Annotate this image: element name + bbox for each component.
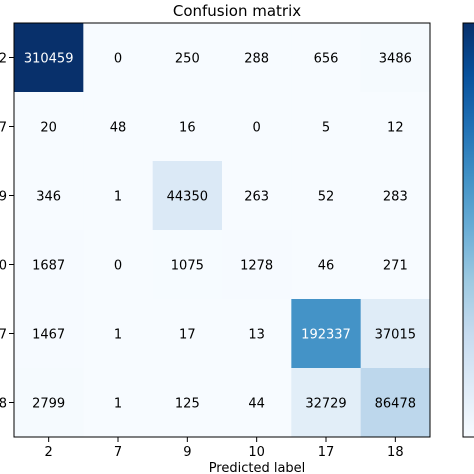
matrix-cell-value: 2799	[32, 397, 65, 412]
y-tick-label: 18	[0, 397, 7, 412]
matrix-cell-value: 32729	[305, 397, 346, 412]
matrix-cell	[222, 230, 292, 300]
matrix-cell-value: 16	[179, 121, 196, 136]
matrix-cell	[291, 230, 362, 300]
plot-frame	[13, 22, 431, 438]
matrix-cell-value: 5	[322, 121, 330, 136]
matrix-cell	[222, 92, 292, 162]
matrix-cell-value: 1687	[32, 259, 65, 274]
matrix-cell-value: 1	[114, 190, 122, 205]
colorbar-gradient	[462, 22, 474, 438]
matrix-cell	[83, 299, 154, 369]
matrix-cell-value: 1467	[32, 328, 65, 343]
y-tick-label: 17	[0, 328, 7, 343]
matrix-cell	[360, 368, 431, 438]
matrix-cell-value: 0	[114, 52, 122, 67]
matrix-cell-value: 1	[114, 328, 122, 343]
matrix-cell-value: 1075	[171, 259, 204, 274]
matrix-cell-value: 346	[36, 190, 61, 205]
y-axis-ticks: 2 7 9 10 17 18	[0, 52, 14, 412]
colorbar	[462, 22, 474, 438]
matrix-cell	[222, 23, 292, 93]
matrix-cell-value: 0	[114, 259, 122, 274]
matrix-cell-value: 46	[318, 259, 335, 274]
matrix-cell-value: 125	[175, 397, 200, 412]
x-tick-label: 10	[248, 445, 265, 460]
matrix-cell	[83, 92, 154, 162]
matrix-cell-value: 17	[179, 328, 196, 343]
matrix-cell	[360, 23, 431, 93]
matrix-cell-value: 13	[248, 328, 265, 343]
matrix-cell	[222, 299, 292, 369]
x-tick-label: 9	[183, 445, 191, 460]
x-tick-label: 17	[318, 445, 335, 460]
matrix-cell-value: 310459	[24, 52, 74, 67]
x-tick-label: 18	[387, 445, 404, 460]
matrix-cell-value: 192337	[301, 328, 351, 343]
matrix-cell	[83, 23, 154, 93]
x-axis-label: Predicted label	[209, 461, 306, 474]
matrix-cell	[360, 299, 431, 369]
matrix-cell-value: 1278	[240, 259, 273, 274]
matrix-cell	[291, 368, 362, 438]
matrix-cell	[83, 230, 154, 300]
matrix-cell-value: 271	[383, 259, 408, 274]
matrix-cell-value: 12	[387, 121, 404, 136]
matrix-cell-value: 44	[248, 397, 265, 412]
x-tick-label: 7	[114, 445, 122, 460]
matrix-cell	[152, 92, 223, 162]
matrix-cell-value: 288	[244, 52, 269, 67]
x-axis-ticks: 2 7 9 10 17 18	[45, 437, 404, 460]
matrix-cell	[291, 23, 362, 93]
matrix-cell	[83, 161, 154, 231]
matrix-cell-value: 263	[244, 190, 269, 205]
matrix-cell	[152, 368, 223, 438]
matrix-cell-value: 656	[314, 52, 339, 67]
matrix-cell	[222, 368, 292, 438]
y-tick-label: 2	[0, 52, 7, 67]
matrix-cell	[291, 161, 362, 231]
chart-title: Confusion matrix	[173, 2, 301, 20]
y-tick-label: 9	[0, 190, 7, 205]
matrix-cell	[360, 92, 431, 162]
matrix-cell	[14, 368, 84, 438]
matrix-cell-value: 37015	[375, 328, 416, 343]
matrix-cell	[14, 92, 84, 162]
matrix-cell	[14, 23, 84, 93]
y-tick-label: 10	[0, 259, 7, 274]
matrix-cell	[152, 161, 223, 231]
matrix-cell-value: 86478	[375, 397, 416, 412]
matrix-cell	[83, 368, 154, 438]
matrix-cell	[291, 299, 362, 369]
y-tick-label: 7	[0, 121, 7, 136]
matrix-cell-value: 48	[110, 121, 127, 136]
matrix-cell	[360, 161, 431, 231]
matrix-cell	[14, 230, 84, 300]
matrix-cell	[222, 161, 292, 231]
matrix-cell-value: 250	[175, 52, 200, 67]
matrix-cell-value: 283	[383, 190, 408, 205]
matrix-cell-value: 44350	[167, 190, 208, 205]
x-tick-label: 2	[45, 445, 53, 460]
matrix-cell	[14, 161, 84, 231]
matrix-cell	[152, 230, 223, 300]
matrix-cell-value: 1	[114, 397, 122, 412]
matrix-cell-value: 0	[253, 121, 261, 136]
matrix-cell-value: 52	[318, 190, 335, 205]
matrix-cell-labels: 310459 0 250 288 656 3486 20 48 16 0 5 12 346 1 44350 2…	[24, 52, 416, 412]
matrix-cell-value: 20	[40, 121, 57, 136]
matrix-cell	[360, 230, 431, 300]
matrix-cell	[14, 299, 84, 369]
matrix-cell	[291, 92, 362, 162]
matrix-cell-value: 3486	[379, 52, 412, 67]
matrix-cells	[14, 23, 431, 438]
matrix-cell	[152, 299, 223, 369]
matrix-cell	[152, 23, 223, 93]
